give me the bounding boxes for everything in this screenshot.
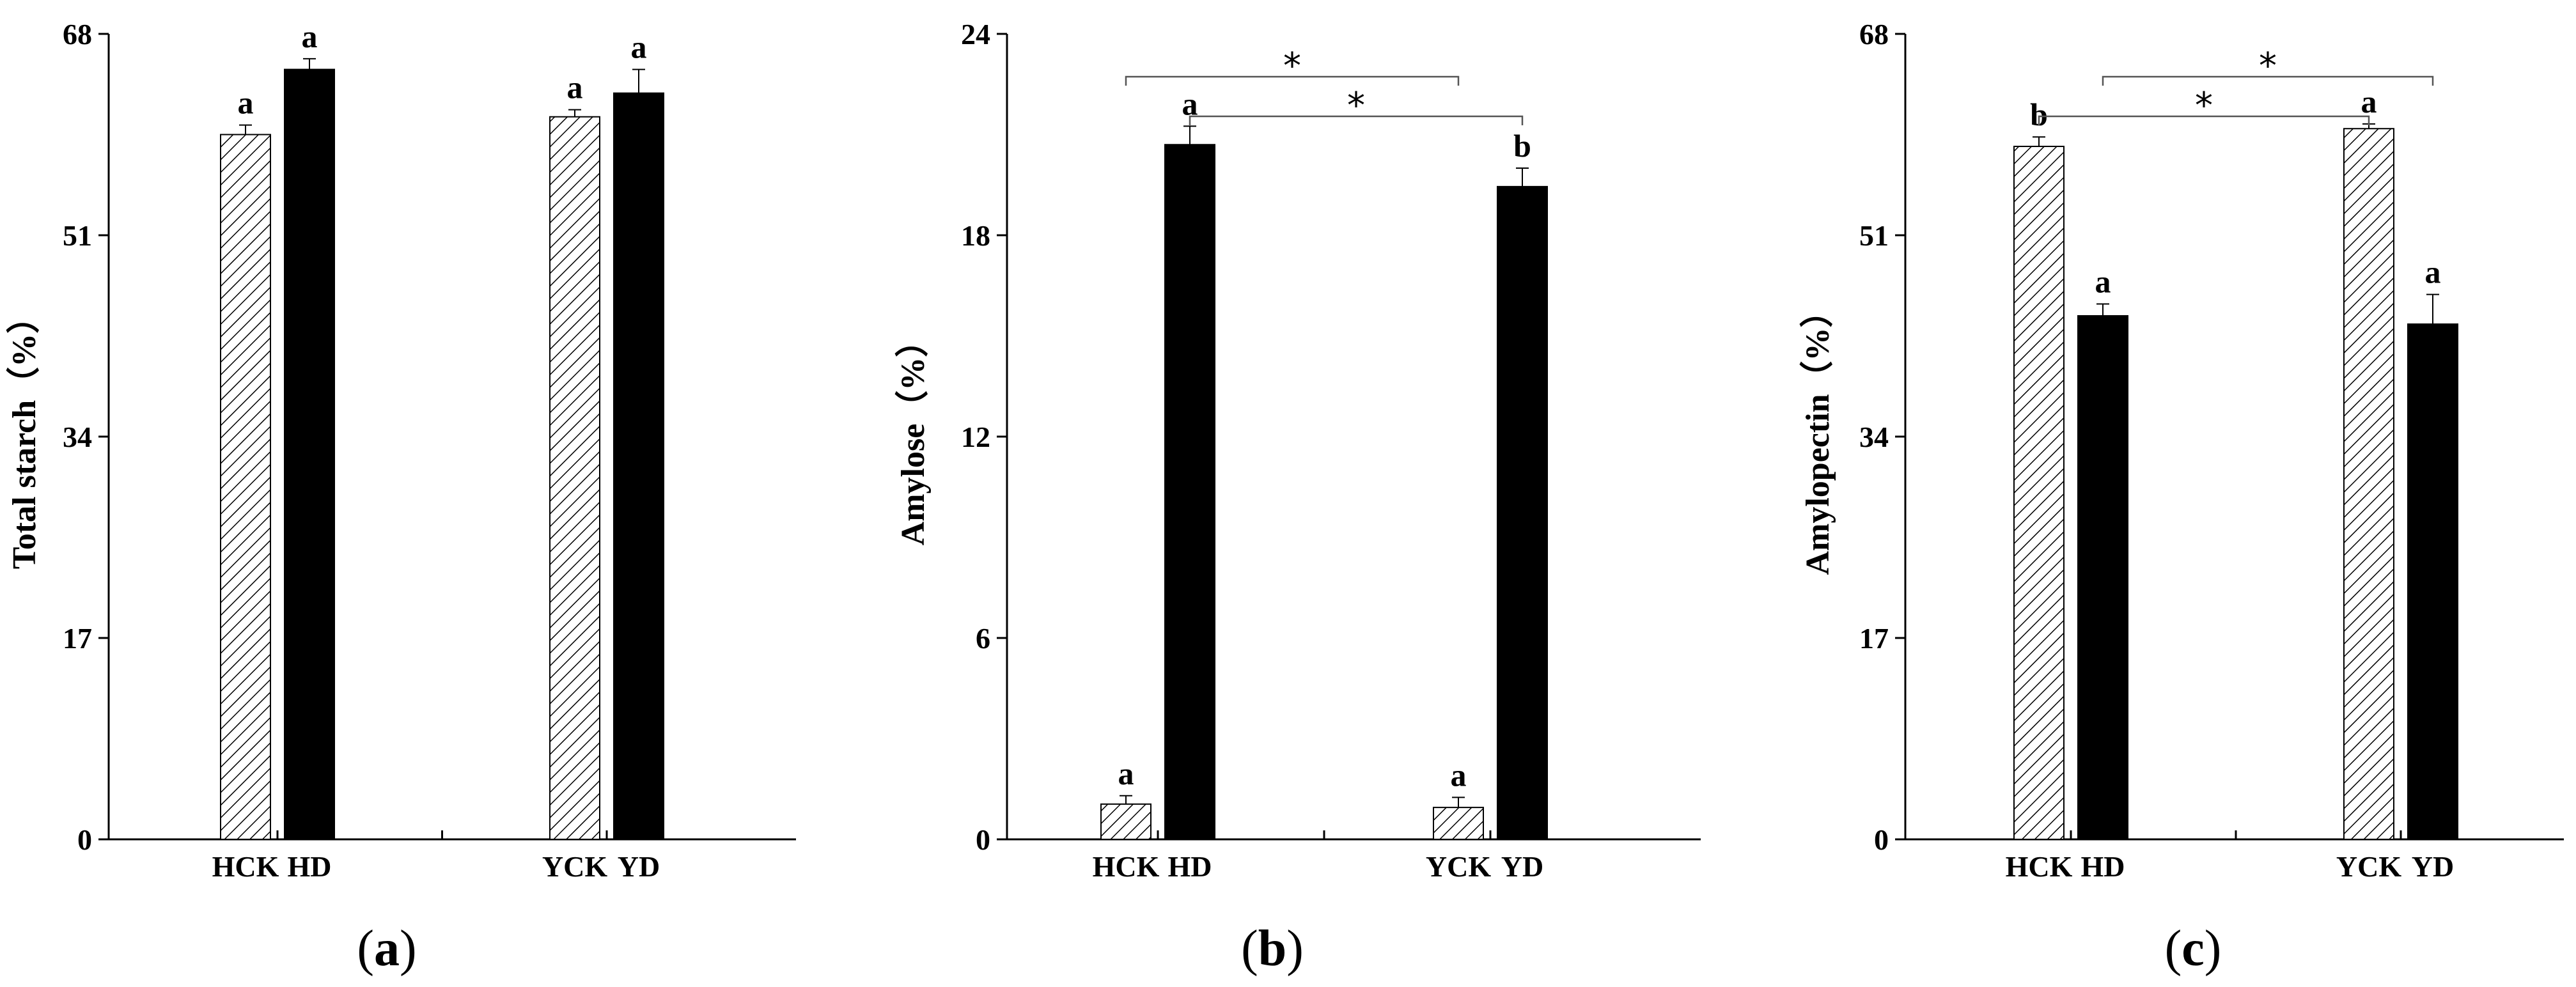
y-tick-label: 17: [1859, 622, 1889, 655]
x-tick-label: HCK: [2006, 850, 2073, 883]
y-tick-label: 68: [1859, 18, 1889, 51]
significance-letter: a: [1451, 757, 1467, 793]
x-tick-label: HD: [2081, 850, 2125, 883]
bar-yck: [1433, 807, 1484, 840]
x-tick-label: HCK: [1093, 850, 1160, 883]
panel-a: 0 17 34 51 68 Total starch（%） a HCK a HD a YCK a YD (a…: [6, 18, 796, 977]
y-tick-label: 0: [1874, 823, 1889, 856]
significance-letter: a: [302, 19, 318, 54]
significance-star: *: [2259, 45, 2277, 87]
panel-caption: (b): [1241, 921, 1304, 977]
bar-yd: [2407, 323, 2458, 840]
y-tick-label: 34: [63, 421, 92, 453]
bar-hck: [220, 134, 271, 840]
y-axis-title: Total starch（%）: [6, 300, 43, 569]
bar-hck: [1100, 803, 1151, 840]
panel-c: 0 17 34 51 68 Amylopectin（%） b HCK a HD a YCK a YD * * (…: [1799, 18, 2564, 977]
significance-bracket: [1125, 75, 1460, 86]
y-tick-label: 0: [976, 823, 990, 856]
significance-letter: a: [2425, 254, 2441, 290]
x-tick-label: HD: [288, 850, 332, 883]
y-tick-label: 17: [63, 622, 92, 655]
bar-hd: [1164, 144, 1215, 840]
y-tick-label: 51: [63, 219, 92, 252]
x-tick-label: YD: [618, 850, 660, 883]
x-tick-label: YD: [2412, 850, 2454, 883]
panel-caption: (a): [357, 921, 416, 977]
significance-letter: a: [238, 85, 254, 121]
y-tick-label: 18: [961, 219, 990, 252]
y-tick-label: 51: [1859, 219, 1889, 252]
significance-bracket: [1189, 115, 1524, 125]
y-tick-label: 34: [1859, 421, 1889, 453]
significance-letter: a: [2361, 84, 2377, 120]
bar-yd: [1497, 185, 1548, 840]
x-tick-label: HD: [1168, 850, 1212, 883]
x-tick-label: HCK: [212, 850, 279, 883]
significance-letter: a: [567, 70, 583, 105]
significance-letter: a: [631, 29, 647, 65]
significance-letter: a: [1118, 756, 1134, 791]
y-tick-label: 68: [63, 18, 92, 51]
significance-letter: b: [1513, 128, 1531, 164]
panel-caption: (c): [2165, 921, 2222, 977]
x-tick-label: YD: [1501, 850, 1543, 883]
bar-hd: [2077, 315, 2128, 840]
y-tick-label: 6: [976, 622, 990, 655]
bar-hd: [284, 68, 335, 840]
y-tick-label: 12: [961, 421, 990, 453]
y-axis-title: Amylopectin（%）: [1799, 294, 1836, 575]
bar-yck: [2343, 128, 2394, 840]
significance-bracket: [2038, 115, 2370, 125]
significance-star: *: [1347, 85, 1365, 127]
significance-bracket: [2102, 75, 2434, 86]
y-axis-title: Amylose（%）: [894, 324, 932, 546]
y-tick-label: 0: [77, 823, 92, 856]
x-tick-label: YCK: [2336, 850, 2401, 883]
significance-star: *: [1283, 45, 1301, 87]
bar-hck: [2013, 146, 2065, 840]
bar-yck: [549, 116, 600, 840]
significance-star: *: [2195, 85, 2213, 127]
significance-letter: a: [2095, 263, 2111, 299]
bar-yd: [613, 92, 664, 840]
x-tick-label: YCK: [1426, 850, 1491, 883]
significance-letter: b: [2030, 97, 2048, 132]
y-tick-label: 24: [961, 18, 990, 51]
x-tick-label: YCK: [542, 850, 607, 883]
